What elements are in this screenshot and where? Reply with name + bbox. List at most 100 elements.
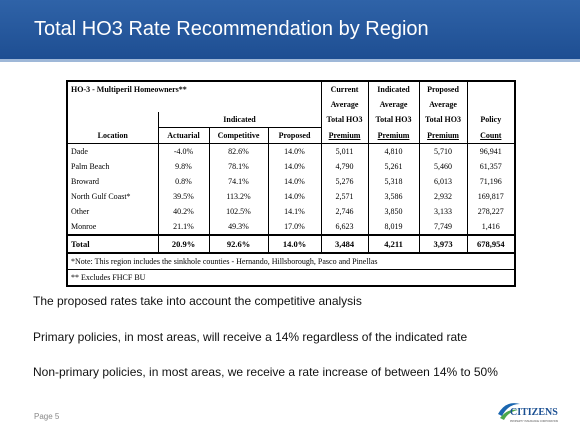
header-cell: Policy [466, 112, 516, 128]
table-cell: 3,133 [418, 204, 468, 219]
header-cell [466, 81, 516, 97]
table-cell: 3,973 [418, 234, 468, 254]
table-cell: 82.6% [208, 143, 268, 159]
title-bar [0, 0, 580, 62]
note-text: ** Excludes FHCF BU [66, 269, 516, 287]
header-cell: Actuarial [157, 127, 209, 144]
note-row: ** Excludes FHCF BU [66, 269, 516, 287]
header-cell: Location [66, 127, 158, 144]
table-cell: 49.3% [208, 219, 268, 235]
table-cell: 20.9% [157, 234, 209, 254]
table-row: North Gulf Coast* 39.5% 113.2% 14.0% 2,571 3,… [66, 189, 516, 204]
table-cell: 5,276 [320, 174, 369, 189]
table-title: HO-3 - Multiperil Homeowners** [66, 81, 322, 97]
table-cell: 5,261 [367, 159, 420, 174]
bullet-text: Non-primary policies, in most areas, we … [33, 365, 498, 379]
table-cell: 1,416 [466, 219, 516, 235]
table-row: Monroe 21.1% 49.3% 17.0% 6,623 8,019 7,749 1,41… [66, 219, 516, 235]
table-cell: 4,810 [367, 143, 420, 159]
header-cell [66, 112, 158, 128]
table-cell: 0.8% [157, 174, 209, 189]
header-cell: Proposed [267, 127, 322, 144]
table-cell: 3,586 [367, 189, 420, 204]
table-cell: 5,460 [418, 159, 468, 174]
logo-tagline: PROPERTY INSURANCE CORPORATION [510, 420, 558, 423]
table-cell: 678,954 [466, 234, 516, 254]
table-row: Palm Beach 9.8% 78.1% 14.0% 4,790 5,261 5,460 6… [66, 159, 516, 174]
table-cell: 113.2% [208, 189, 268, 204]
note-text: *Note: This region includes the sinkhole… [66, 253, 516, 270]
table-cell: 7,749 [418, 219, 468, 235]
header-row: Indicated Total HO3 Total HO3 Total HO3 … [66, 112, 516, 128]
table-cell: 2,932 [418, 189, 468, 204]
rate-table: HO-3 - Multiperil Homeowners** Current I… [66, 80, 517, 287]
bullet-text: The proposed rates take into account the… [33, 294, 362, 308]
table-cell: Monroe [66, 219, 158, 235]
table-cell: 5,011 [320, 143, 369, 159]
header-cell: Total HO3 [418, 112, 468, 128]
header-cell: Total HO3 [320, 112, 369, 128]
header-row: Average Average Average [66, 97, 516, 112]
table-cell: Dade [66, 143, 158, 159]
table-cell: 4,211 [367, 234, 420, 254]
table-row: Dade -4.0% 82.6% 14.0% 5,011 4,810 5,710 96,941 [66, 143, 516, 159]
table-cell: 5,318 [367, 174, 420, 189]
table-row: Total 20.9% 92.6% 14.0% 3,484 4,211 3,973 678,9… [66, 234, 516, 254]
table-cell: 78.1% [208, 159, 268, 174]
header-cell: Average [418, 97, 468, 112]
header-row: Location Actuarial Competitive Proposed … [66, 127, 516, 144]
table-cell: 14.0% [267, 189, 322, 204]
table-cell: 71,196 [466, 174, 516, 189]
table-cell: 74.1% [208, 174, 268, 189]
header-row: HO-3 - Multiperil Homeowners** Current I… [66, 81, 516, 97]
table-cell: 14.1% [267, 204, 322, 219]
table-cell: 6,013 [418, 174, 468, 189]
table-cell: 14.0% [267, 174, 322, 189]
table-cell: Palm Beach [66, 159, 158, 174]
table-cell: Other [66, 204, 158, 219]
table-cell: 14.0% [267, 159, 322, 174]
table-cell: 39.5% [157, 189, 209, 204]
table-cell: 14.0% [267, 234, 322, 254]
header-cell: Premium [320, 127, 369, 144]
logo: CITIZENS PROPERTY INSURANCE CORPORATION [498, 403, 558, 423]
table-cell: 2,746 [320, 204, 369, 219]
header-cell: Current [320, 81, 369, 97]
table-cell: 3,484 [320, 234, 369, 254]
header-cell: Total HO3 [367, 112, 420, 128]
header-cell: Proposed [418, 81, 468, 97]
table-cell: 169,817 [466, 189, 516, 204]
note-row: *Note: This region includes the sinkhole… [66, 253, 516, 270]
table-cell: 17.0% [267, 219, 322, 235]
page-number: Page 5 [34, 412, 60, 421]
header-cell: Average [367, 97, 420, 112]
group-header: Indicated [157, 112, 322, 128]
bullet-text: Primary policies, in most areas, will re… [33, 330, 468, 344]
table-cell: 92.6% [208, 234, 268, 254]
table-row: Broward 0.8% 74.1% 14.0% 5,276 5,318 6,013 71,1… [66, 174, 516, 189]
header-cell: Premium [418, 127, 468, 144]
header-cell: Premium [367, 127, 420, 144]
header-cell: Indicated [367, 81, 420, 97]
logo-swoosh [498, 403, 520, 416]
table-cell: 3,850 [367, 204, 420, 219]
table-cell: 5,710 [418, 143, 468, 159]
table-cell: 14.0% [267, 143, 322, 159]
table-cell: 4,790 [320, 159, 369, 174]
table-cell: 21.1% [157, 219, 209, 235]
table-cell: 102.5% [208, 204, 268, 219]
table-cell: 96,941 [466, 143, 516, 159]
header-cell [466, 97, 516, 112]
table-cell: 9.8% [157, 159, 209, 174]
logo-swoosh [500, 409, 518, 420]
header-cell [66, 97, 322, 112]
table-cell: 61,357 [466, 159, 516, 174]
table-cell: 278,227 [466, 204, 516, 219]
header-cell: Competitive [208, 127, 268, 144]
slide-title: Total HO3 Rate Recommendation by Region [34, 18, 429, 40]
table-cell: 2,571 [320, 189, 369, 204]
table-cell: Total [66, 234, 158, 254]
header-cell: Average [320, 97, 369, 112]
header-cell: Count [466, 127, 516, 144]
